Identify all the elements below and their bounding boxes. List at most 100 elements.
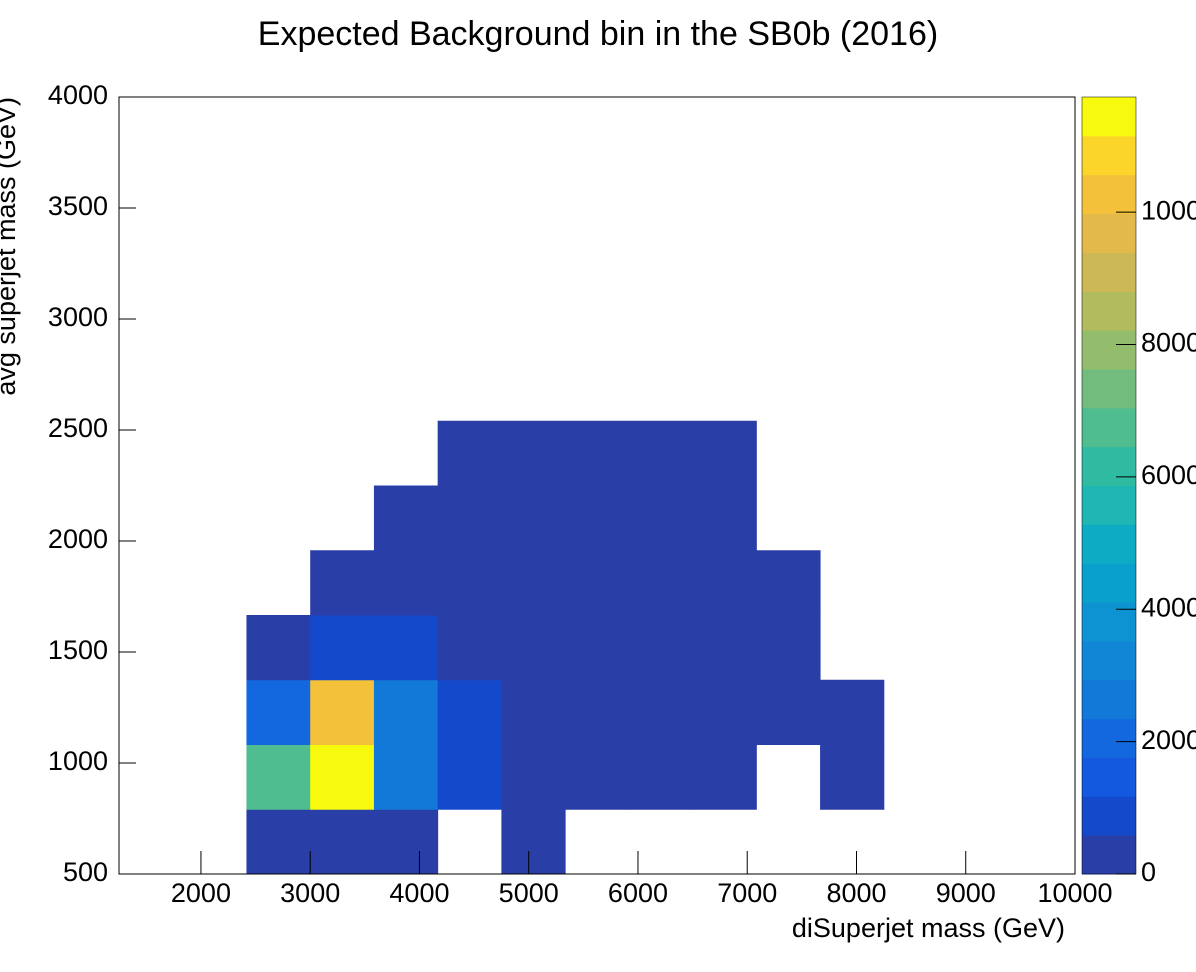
heat-cell bbox=[628, 485, 694, 551]
colorbar-band bbox=[1082, 718, 1136, 758]
z-tick-label: 6000 bbox=[1141, 460, 1196, 490]
colorbar-band bbox=[1082, 330, 1136, 370]
colorbar-band bbox=[1082, 602, 1136, 642]
heat-cell bbox=[565, 744, 630, 810]
y-tick-label: 1500 bbox=[48, 635, 108, 665]
colorbar-band bbox=[1082, 407, 1136, 448]
colorbar-band bbox=[1082, 679, 1136, 720]
heat-cell bbox=[692, 614, 757, 681]
heat-cell bbox=[692, 550, 757, 616]
colorbar-band bbox=[1082, 485, 1136, 525]
heat-cell bbox=[501, 679, 566, 746]
heat-cell bbox=[437, 420, 502, 486]
heat-cell bbox=[628, 550, 694, 616]
heat-cell bbox=[310, 744, 375, 810]
z-tick-label: 4000 bbox=[1141, 592, 1196, 622]
x-tick-label: 3000 bbox=[280, 878, 340, 908]
x-tick-label: 2000 bbox=[171, 878, 231, 908]
colorbar-band bbox=[1082, 97, 1136, 137]
heat-cell bbox=[373, 485, 439, 551]
heat-cell bbox=[246, 809, 311, 875]
heat-cell bbox=[756, 614, 821, 681]
heat-cell bbox=[373, 809, 439, 875]
colorbar-band bbox=[1082, 563, 1136, 603]
y-tick-label: 2500 bbox=[48, 413, 108, 443]
chart-title: Expected Background bin in the SB0b (201… bbox=[258, 15, 938, 53]
heat-cell bbox=[692, 420, 757, 486]
heat-cell bbox=[373, 614, 439, 681]
heat-cell bbox=[820, 744, 885, 810]
heat-cell bbox=[501, 614, 566, 681]
x-tick-label: 7000 bbox=[717, 878, 777, 908]
heat-cell bbox=[437, 744, 502, 810]
y-tick-label: 2000 bbox=[48, 524, 108, 554]
heat-cell bbox=[501, 485, 566, 551]
y-tick-label: 4000 bbox=[48, 80, 108, 110]
colorbar-band bbox=[1082, 835, 1136, 875]
heat-cell bbox=[246, 744, 311, 810]
heat-cell bbox=[310, 614, 375, 681]
heat-cell bbox=[820, 679, 885, 746]
y-tick-label: 1000 bbox=[48, 746, 108, 776]
colorbar-band bbox=[1082, 796, 1136, 836]
x-tick-label: 8000 bbox=[826, 878, 886, 908]
z-tick-label: 2000 bbox=[1141, 725, 1196, 755]
x-tick-label: 5000 bbox=[499, 878, 559, 908]
heat-cell bbox=[756, 679, 821, 746]
x-tick-label: 9000 bbox=[936, 878, 996, 908]
z-tick-label: 8000 bbox=[1141, 328, 1196, 358]
colorbar-frame bbox=[1081, 96, 1137, 875]
colorbar-band bbox=[1082, 213, 1136, 253]
heat-cell bbox=[373, 550, 439, 616]
heat-cell bbox=[310, 679, 375, 746]
heat-cell bbox=[628, 420, 694, 486]
heat-cell bbox=[310, 809, 375, 875]
y-tick-label: 3000 bbox=[48, 302, 108, 332]
heat-cell bbox=[565, 485, 630, 551]
heat-cell bbox=[437, 614, 502, 681]
heat-cell bbox=[373, 679, 439, 746]
y-tick-label: 500 bbox=[63, 857, 108, 887]
heat-cell bbox=[246, 679, 311, 746]
heat-cell bbox=[501, 420, 566, 486]
heat-cell bbox=[437, 550, 502, 616]
x-tick-label: 4000 bbox=[389, 878, 449, 908]
heat-cell bbox=[565, 679, 630, 746]
x-axis-title: diSuperjet mass (GeV) bbox=[792, 913, 1065, 943]
colorbar-band bbox=[1082, 252, 1136, 292]
heat-cell bbox=[692, 485, 757, 551]
colorbar-band bbox=[1082, 446, 1136, 486]
y-axis-title: avg superjet mass (GeV) bbox=[0, 97, 21, 396]
heat-cell bbox=[437, 679, 502, 746]
colorbar-band bbox=[1082, 368, 1136, 409]
colorbar-band bbox=[1082, 640, 1136, 681]
y-tick-label: 3500 bbox=[48, 191, 108, 221]
heat-cell bbox=[692, 744, 757, 810]
heat-cell bbox=[565, 614, 630, 681]
heat-cell bbox=[692, 679, 757, 746]
heat-cell bbox=[756, 550, 821, 616]
z-tick-label: 0 bbox=[1141, 857, 1156, 887]
colorbar-band bbox=[1082, 174, 1136, 215]
heat-cell bbox=[628, 744, 694, 810]
heat-cell bbox=[501, 809, 566, 875]
heat-cell bbox=[246, 614, 311, 681]
colorbar-band bbox=[1082, 135, 1136, 176]
heat-cell bbox=[310, 550, 375, 616]
heat-cell bbox=[565, 550, 630, 616]
x-tick-label: 6000 bbox=[608, 878, 668, 908]
colorbar-band bbox=[1082, 291, 1136, 331]
plot-frame bbox=[118, 96, 1076, 875]
colorbar-band bbox=[1082, 524, 1136, 564]
z-tick-label: 10000 bbox=[1141, 195, 1196, 225]
heat-cell bbox=[565, 420, 630, 486]
heat-cell bbox=[628, 614, 694, 681]
heat-cell bbox=[501, 550, 566, 616]
heat-cell bbox=[437, 485, 502, 551]
heat-cell bbox=[501, 744, 566, 810]
colorbar-band bbox=[1082, 757, 1136, 797]
x-tick-label: 10000 bbox=[1037, 878, 1112, 908]
heat-cell bbox=[373, 744, 439, 810]
heat-cell bbox=[628, 679, 694, 746]
